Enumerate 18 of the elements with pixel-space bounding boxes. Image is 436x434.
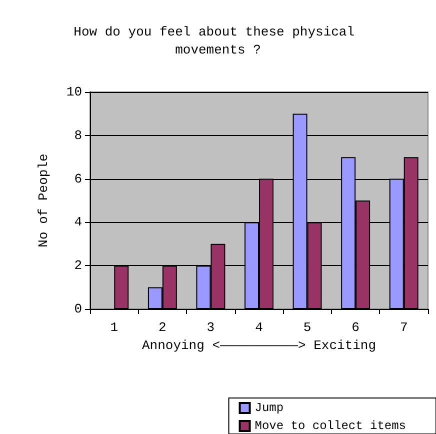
y-axis-title: No of People	[36, 154, 51, 248]
y-tick-label: 10	[66, 84, 82, 100]
x-tick-label: 3	[206, 320, 215, 335]
y-tick-label: 4	[74, 214, 82, 230]
y-tick-label: 6	[74, 171, 82, 186]
y-tick-label: 0	[74, 302, 82, 316]
x-tick-label: 4	[255, 320, 264, 335]
x-tick-label: 5	[303, 320, 312, 335]
x-tick-label: 2	[158, 320, 166, 335]
x-tick-label: 1	[110, 320, 118, 335]
x-tick-label: 6	[352, 320, 360, 335]
x-axis-title: Annoying <——————————> Exciting	[142, 338, 376, 353]
legend-label: Move to collect items	[254, 419, 406, 433]
y-tick-label: 8	[74, 128, 82, 143]
y-tick-label: 2	[74, 258, 82, 274]
chart-title: How do you feel about these physical movements ?	[74, 24, 362, 58]
legend-label: Jump	[254, 401, 284, 415]
x-tick-label: 7	[400, 320, 408, 335]
